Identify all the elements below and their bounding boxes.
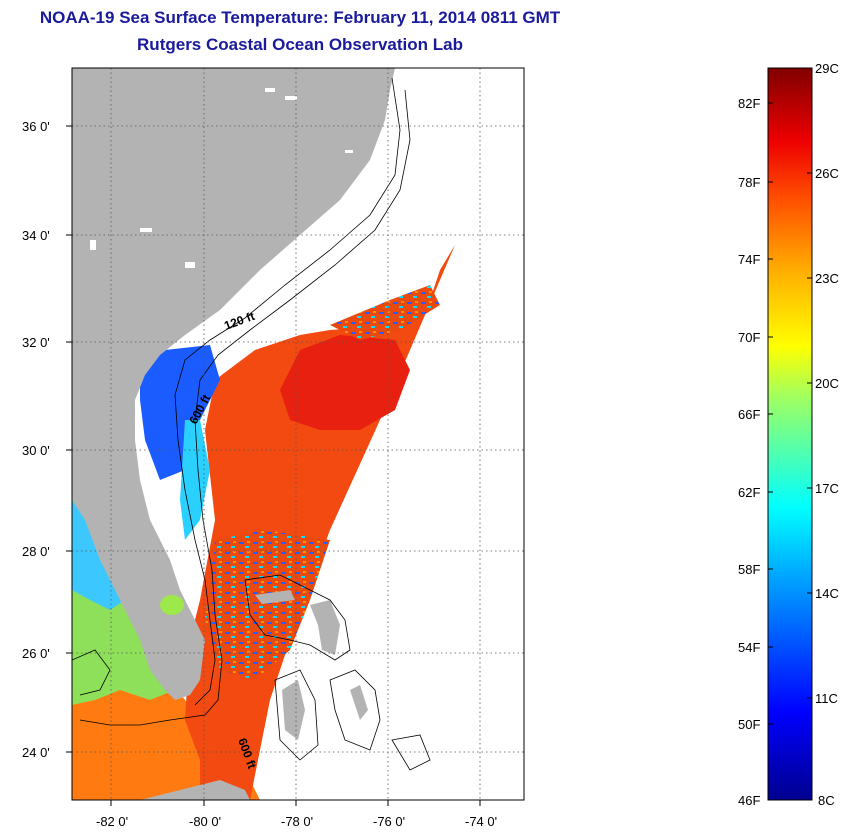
lat-label-36: 36 0' bbox=[22, 119, 50, 134]
chart-title: NOAA-19 Sea Surface Temperature: Februar… bbox=[39, 8, 561, 27]
land-cuba bbox=[140, 780, 250, 800]
cb-f-66: 66F bbox=[738, 407, 760, 422]
lon-label-78: -78 0' bbox=[281, 814, 313, 829]
cb-f-70: 70F bbox=[738, 330, 760, 345]
lat-label-32: 32 0' bbox=[22, 335, 50, 350]
mixed-cloud-region bbox=[205, 530, 330, 680]
cb-c-8: 8C bbox=[818, 793, 835, 808]
map-ticks bbox=[66, 125, 481, 806]
cb-c-14: 14C bbox=[815, 586, 839, 601]
cb-c-29: 29C bbox=[815, 61, 839, 76]
cb-c-26: 26C bbox=[815, 166, 839, 181]
lon-label-74: -74 0' bbox=[465, 814, 497, 829]
lat-label-30: 30 0' bbox=[22, 443, 50, 458]
cb-f-54: 54F bbox=[738, 640, 760, 655]
patchy-north bbox=[330, 285, 440, 340]
lon-label-80: -80 0' bbox=[189, 814, 221, 829]
cb-c-20: 20C bbox=[815, 376, 839, 391]
land-us bbox=[72, 68, 395, 700]
cb-f-58: 58F bbox=[738, 562, 760, 577]
lake-okeechobee bbox=[160, 595, 184, 615]
gulf-water bbox=[72, 490, 260, 800]
bathymetry-contours bbox=[72, 77, 431, 771]
cb-f-78: 78F bbox=[738, 175, 760, 190]
colorbar bbox=[767, 67, 813, 801]
land-andros bbox=[282, 680, 305, 740]
chart-subtitle: Rutgers Coastal Ocean Observation Lab bbox=[137, 35, 463, 54]
lat-label-34: 34 0' bbox=[22, 228, 50, 243]
map-grid bbox=[72, 68, 524, 800]
land-grand-bahama bbox=[255, 590, 295, 604]
colorbar-ticks bbox=[768, 102, 812, 725]
lon-label-82: -82 0' bbox=[96, 814, 128, 829]
cb-f-50: 50F bbox=[738, 717, 760, 732]
cb-c-17: 17C bbox=[815, 481, 839, 496]
map-frame bbox=[71, 67, 525, 801]
lon-label-76: -76 0' bbox=[373, 814, 405, 829]
warm-core bbox=[280, 335, 410, 430]
cb-c-11: 11C bbox=[815, 691, 838, 706]
land-abaco bbox=[310, 600, 340, 655]
land-eleuthera bbox=[350, 685, 368, 720]
lat-label-28: 28 0' bbox=[22, 544, 50, 559]
cb-f-62: 62F bbox=[738, 485, 760, 500]
cloud-specks bbox=[90, 88, 353, 268]
coastal-cold-water bbox=[140, 345, 220, 480]
cb-f-82: 82F bbox=[738, 96, 760, 111]
cb-f-74: 74F bbox=[738, 252, 760, 267]
cb-f-46: 46F bbox=[738, 793, 760, 808]
cb-c-23: 23C bbox=[815, 271, 839, 286]
lat-label-26: 26 0' bbox=[22, 646, 50, 661]
lat-label-24: 24 0' bbox=[22, 745, 50, 760]
